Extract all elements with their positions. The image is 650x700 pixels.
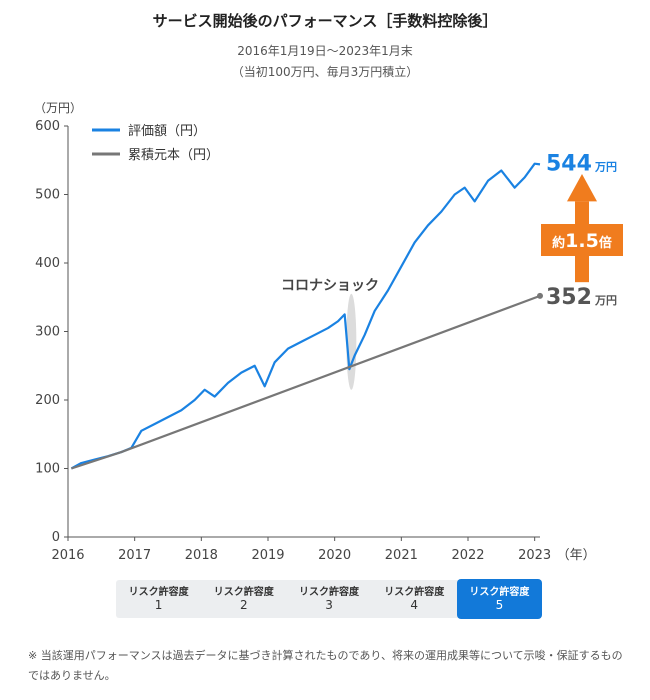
x-tick-label: 2016 [51,548,84,563]
x-tick-label: 2022 [451,548,484,563]
ratio-arrow-head [567,173,597,202]
chart-period: 2016年1月19日〜2023年1月末 [237,44,413,58]
disclaimer: ※ 当該運用パフォーマンスは過去データに基づき計算されたものであり、将来の運用成… [28,649,623,682]
legend-label: 累積元本（円） [128,148,219,163]
covid-label: コロナショック [281,278,379,294]
risk-tab-5[interactable]: リスク許容度 5 [456,579,543,619]
risk-tab-1[interactable]: リスク許容度 1 [116,586,201,612]
y-tick-label: 0 [52,530,60,545]
risk-tab-2[interactable]: リスク許容度 2 [201,586,286,612]
risk-tab-level: 3 [325,598,333,612]
final-valuation-unit: 万円 [594,160,617,173]
series-line-valuation [70,162,541,470]
x-axis-unit: （年） [557,548,596,563]
x-tick-label: 2017 [118,548,151,563]
ratio-text: 約1.5倍 [552,230,612,252]
x-tick-label: 2019 [251,548,284,563]
risk-tab-label: リスク許容度 [128,587,189,598]
risk-tab-level: 2 [239,598,248,612]
series-line-principal [70,294,541,470]
risk-tab-label: リスク許容度 [384,587,445,598]
chart-condition: （当初100万円、毎月3万円積立） [231,65,419,79]
x-tick-label: 2020 [318,548,351,563]
final-principal-label: 352 [546,285,592,310]
y-axis-unit: （万円） [34,101,82,115]
risk-tab-4[interactable]: リスク許容度 4 [372,586,457,612]
risk-tab-level: 4 [410,598,419,612]
risk-tab-label: リスク許容度 [213,587,274,598]
y-tick-label: 100 [35,462,60,477]
x-tick-label: 2021 [385,548,418,563]
risk-selector: リスク許容度 1 リスク許容度 2 リスク許容度 3 リスク許容度 4 リスク許… [116,579,543,619]
ratio-badge [541,224,623,256]
x-tick-label: 2018 [185,548,218,563]
principal-end-dot [537,292,543,299]
performance-chart: 0 100 200 300 400 500 600 （万円） 2016 2017 2018 2019 2… [34,101,623,563]
y-tick-label: 300 [35,325,60,340]
final-principal-unit: 万円 [594,294,617,307]
final-valuation-label: 544 [546,151,592,176]
y-tick-label: 600 [35,119,60,134]
y-tick-label: 500 [35,188,60,203]
risk-tab-level: 5 [495,598,504,612]
risk-tab-3[interactable]: リスク許容度 3 [286,586,371,612]
legend-label: 評価額（円） [128,124,206,139]
chart-title: サービス開始後のパフォーマンス［手数料控除後］ [152,12,498,30]
x-tick-label: 2023 [518,548,551,563]
y-tick-label: 400 [35,256,60,271]
risk-tab-label: リスク許容度 [469,587,530,598]
y-tick-label: 200 [35,393,60,408]
risk-tab-level: 1 [154,598,163,612]
risk-tab-label: リスク許容度 [299,587,359,598]
